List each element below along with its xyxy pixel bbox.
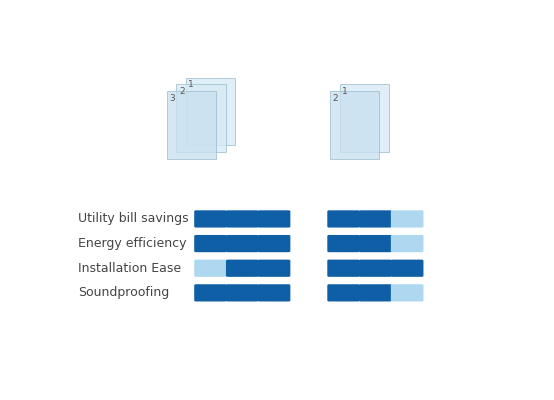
FancyBboxPatch shape bbox=[330, 91, 379, 159]
FancyBboxPatch shape bbox=[391, 284, 423, 302]
FancyBboxPatch shape bbox=[194, 235, 227, 252]
FancyBboxPatch shape bbox=[258, 260, 290, 277]
FancyBboxPatch shape bbox=[194, 260, 227, 277]
FancyBboxPatch shape bbox=[391, 235, 423, 252]
FancyBboxPatch shape bbox=[258, 210, 290, 228]
FancyBboxPatch shape bbox=[226, 235, 259, 252]
Text: Installation Ease: Installation Ease bbox=[78, 262, 181, 275]
FancyBboxPatch shape bbox=[327, 235, 360, 252]
Text: Utility bill savings: Utility bill savings bbox=[78, 212, 188, 226]
FancyBboxPatch shape bbox=[359, 260, 392, 277]
FancyBboxPatch shape bbox=[167, 91, 216, 159]
FancyBboxPatch shape bbox=[176, 84, 225, 152]
FancyBboxPatch shape bbox=[226, 210, 259, 228]
FancyBboxPatch shape bbox=[226, 260, 259, 277]
FancyBboxPatch shape bbox=[186, 78, 235, 145]
FancyBboxPatch shape bbox=[359, 235, 392, 252]
FancyBboxPatch shape bbox=[258, 284, 290, 302]
Text: 3: 3 bbox=[170, 94, 175, 102]
Text: Energy efficiency: Energy efficiency bbox=[78, 237, 186, 250]
FancyBboxPatch shape bbox=[194, 210, 227, 228]
Text: 2: 2 bbox=[332, 94, 338, 102]
FancyBboxPatch shape bbox=[194, 284, 227, 302]
Text: 1: 1 bbox=[342, 87, 348, 96]
FancyBboxPatch shape bbox=[258, 235, 290, 252]
FancyBboxPatch shape bbox=[359, 210, 392, 228]
FancyBboxPatch shape bbox=[391, 260, 423, 277]
Text: 2: 2 bbox=[179, 87, 184, 96]
FancyBboxPatch shape bbox=[327, 260, 360, 277]
FancyBboxPatch shape bbox=[327, 210, 360, 228]
FancyBboxPatch shape bbox=[226, 284, 259, 302]
Text: Soundproofing: Soundproofing bbox=[78, 286, 169, 299]
FancyBboxPatch shape bbox=[340, 84, 389, 152]
FancyBboxPatch shape bbox=[327, 284, 360, 302]
FancyBboxPatch shape bbox=[391, 210, 423, 228]
Text: 1: 1 bbox=[188, 80, 194, 89]
FancyBboxPatch shape bbox=[359, 284, 392, 302]
